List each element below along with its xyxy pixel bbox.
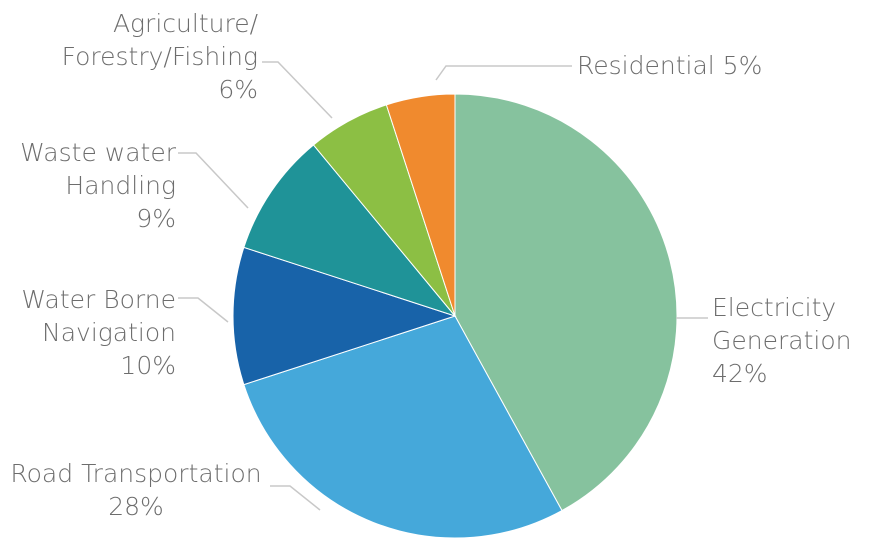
pie-slices: [232, 93, 678, 539]
leader-waste-water: [178, 152, 249, 209]
label-agriculture-pct: 6%: [218, 75, 258, 104]
leader-lines: [178, 61, 708, 511]
leader-residential: [435, 65, 572, 81]
label-water-borne-navigation: Water Borne Navigation 10%: [0, 283, 176, 382]
label-residential-pct: 5%: [722, 51, 763, 80]
label-residential-line1: Residential: [577, 51, 715, 80]
label-electricity-line2: Generation: [712, 326, 852, 355]
label-road-pct: 28%: [108, 492, 164, 521]
pie-slice-waste-water-handling: [243, 144, 457, 318]
label-waterborne-line2: Navigation: [42, 318, 176, 347]
pie-slice-electricity-generation: [454, 93, 678, 512]
label-agriculture-line2: Forestry/Fishing: [61, 42, 258, 71]
label-waterborne-line1: Water Borne: [21, 285, 176, 314]
label-residential: Residential 5%: [577, 49, 762, 82]
label-wastewater-line2: Handling: [65, 171, 176, 200]
label-agriculture-line1: Agriculture/: [112, 9, 258, 38]
label-road-transportation: Road Transportation 28%: [2, 457, 270, 523]
label-wastewater-pct: 9%: [136, 204, 176, 233]
pie-slice-residential: [385, 93, 456, 317]
label-electricity-pct: 42%: [712, 359, 768, 388]
label-agriculture-forestry-fishing: Agriculture/ Forestry/Fishing 6%: [10, 7, 258, 106]
label-electricity-generation: Electricity Generation 42%: [712, 291, 851, 390]
pie-slice-water-borne-navigation: [232, 246, 457, 386]
label-waterborne-pct: 10%: [120, 351, 176, 380]
pie-slice-road-transportation: [243, 315, 563, 539]
leader-agriculture: [262, 61, 333, 119]
leader-water-borne: [178, 297, 229, 323]
leader-road: [270, 485, 321, 511]
label-waste-water-handling: Waste water Handling 9%: [0, 136, 176, 235]
label-road-line1: Road Transportation: [10, 459, 262, 488]
label-wastewater-line1: Waste water: [20, 138, 176, 167]
label-electricity-line1: Electricity: [712, 293, 837, 322]
